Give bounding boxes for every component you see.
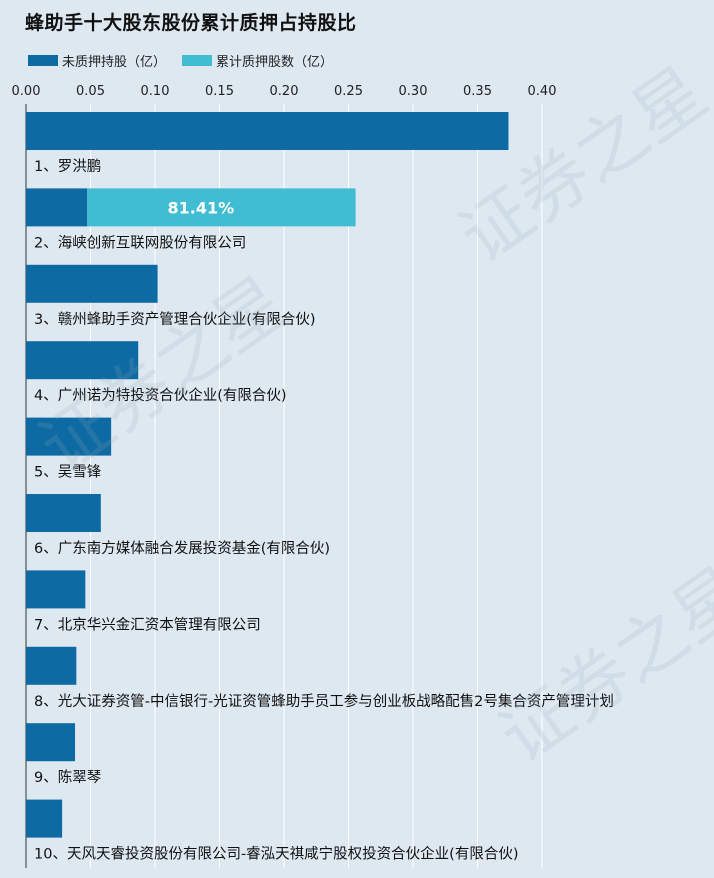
- x-tick-label: 0.15: [205, 84, 234, 99]
- x-tick-label: 0.20: [270, 84, 299, 99]
- category-label: 4、广州诺为特投资合伙企业(有限合伙): [34, 386, 287, 404]
- category-label: 10、天风天睿投资股份有限公司-睿泓天祺咸宁股权投资合伙企业(有限合伙): [34, 845, 519, 863]
- bar-unpledged: [26, 112, 509, 150]
- bar-unpledged: [26, 799, 63, 838]
- bar-unpledged: [26, 188, 88, 227]
- x-tick-label: 0.35: [463, 84, 492, 99]
- x-tick-label: 0.40: [528, 84, 557, 99]
- bar-unpledged: [26, 494, 101, 532]
- category-label: 8、光大证券资管-中信银行-光证资管蜂助手员工参与创业板战略配售2号集合资产管理…: [34, 692, 614, 710]
- category-label: 9、陈翠琴: [34, 768, 101, 786]
- legend-item-pledged[interactable]: 累计质押股数（亿）: [182, 51, 333, 70]
- chart-title: 蜂助手十大股东股份累计质押占持股比: [25, 12, 357, 34]
- x-tick-label: 0.00: [12, 84, 41, 99]
- x-tick-label: 0.25: [334, 84, 363, 99]
- legend-item-unpledged[interactable]: 未质押持股（亿）: [28, 51, 166, 70]
- bar-unpledged: [26, 341, 139, 380]
- bar-pledged: [87, 188, 356, 227]
- legend-label-unpledged: 未质押持股（亿）: [62, 55, 167, 70]
- x-tick-label: 0.30: [399, 84, 428, 99]
- category-label: 7、北京华兴金汇资本管理有限公司: [34, 616, 261, 633]
- x-tick-label: 0.10: [141, 84, 170, 99]
- legend-label-pledged: 累计质押股数（亿）: [216, 55, 334, 70]
- x-tick-label: 0.05: [76, 84, 105, 99]
- category-label: 5、吴雪锋: [34, 464, 102, 481]
- bar-unpledged: [26, 417, 112, 456]
- category-label: 1、罗洪鹏: [34, 158, 101, 175]
- category-label: 6、广东南方媒体融合发展投资基金(有限合伙): [34, 540, 330, 557]
- category-label: 3、赣州蜂助手资产管理合伙企业(有限合伙): [34, 310, 316, 328]
- data-label: 81.41%: [167, 198, 234, 217]
- bar-unpledged: [26, 646, 77, 685]
- chart-legend: 未质押持股（亿） 累计质押股数（亿）: [28, 51, 349, 70]
- legend-swatch-unpledged: [28, 55, 58, 66]
- bar-unpledged: [26, 723, 76, 762]
- legend-swatch-pledged: [182, 55, 213, 66]
- bar-unpledged: [26, 570, 86, 609]
- bar-unpledged: [26, 264, 158, 303]
- category-label: 2、海峡创新互联网股份有限公司: [34, 234, 246, 251]
